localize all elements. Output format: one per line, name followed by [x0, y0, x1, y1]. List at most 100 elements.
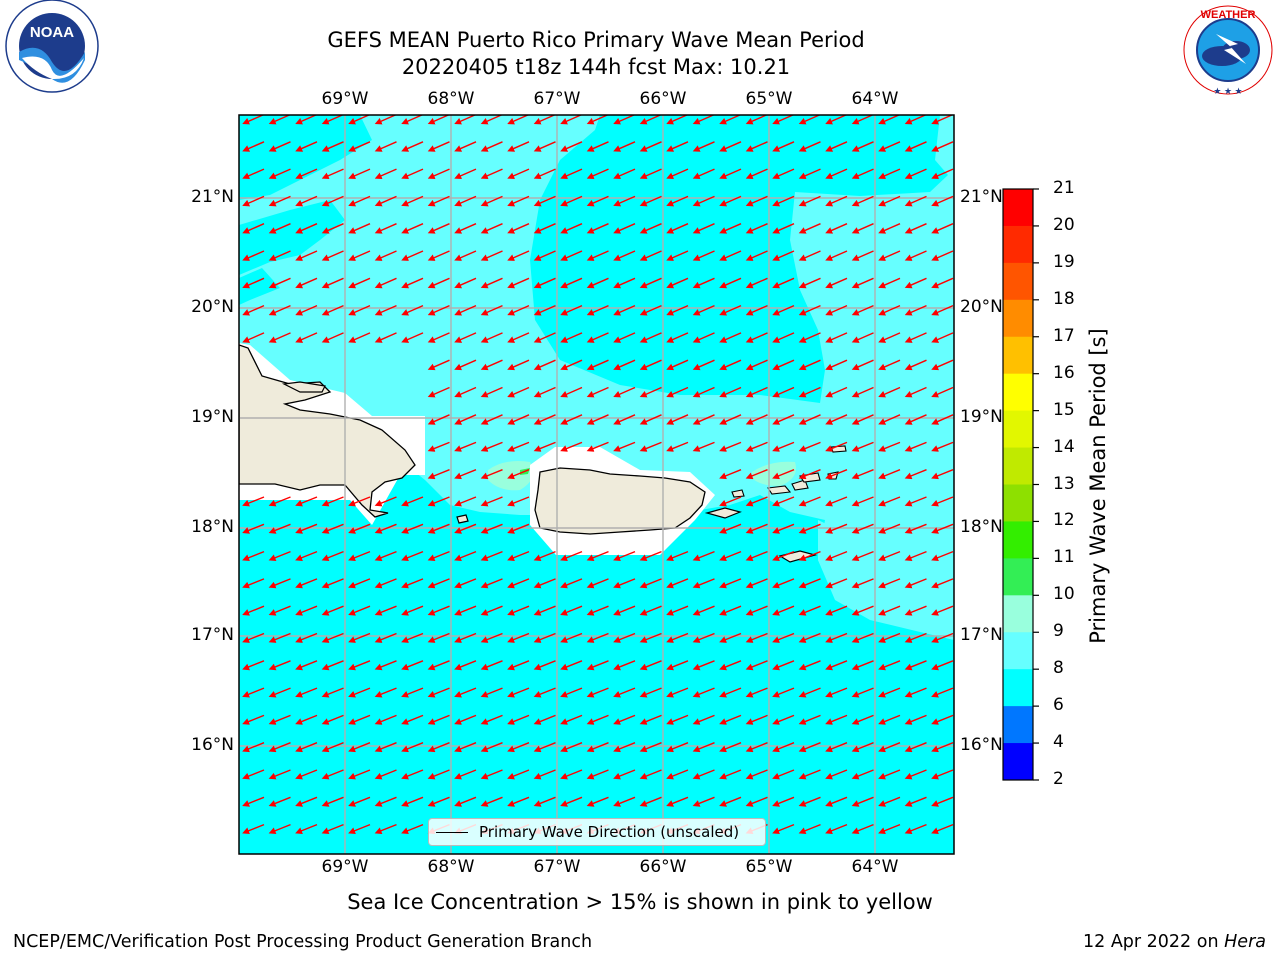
wave-arrow	[745, 769, 768, 780]
wave-arrow	[798, 742, 821, 753]
wave-arrow	[374, 796, 397, 807]
wave-arrow	[533, 414, 556, 425]
wave-arrow	[772, 687, 795, 698]
wave-arrow	[825, 796, 848, 807]
wave-arrow	[401, 250, 424, 261]
wave-arrow	[745, 441, 768, 452]
wave-arrow	[242, 496, 265, 507]
wave-arrow	[878, 332, 901, 343]
svg-text:★ ★ ★: ★ ★ ★	[1213, 86, 1242, 96]
wave-arrow	[719, 742, 742, 753]
wave-arrow	[480, 250, 503, 261]
wave-arrow	[878, 714, 901, 725]
wave-arrow	[931, 660, 954, 671]
wave-arrow	[268, 796, 291, 807]
wave-arrow	[507, 578, 530, 589]
colorbar	[1002, 188, 1039, 781]
wave-arrow	[798, 769, 821, 780]
wave-arrow	[931, 441, 954, 452]
wave-arrow	[931, 277, 954, 289]
wave-arrow	[480, 386, 503, 398]
wave-arrow	[560, 660, 583, 671]
wave-arrow	[268, 304, 291, 316]
wave-arrow	[268, 769, 291, 780]
wave-arrow	[348, 632, 371, 643]
wave-arrow	[348, 277, 371, 289]
lat-label-right-21n: 21°N	[960, 187, 1003, 207]
wave-arrow	[401, 141, 424, 152]
wave-arrow	[851, 742, 874, 753]
wave-arrow	[295, 141, 318, 152]
wave-arrow	[745, 742, 768, 753]
wave-arrow	[825, 714, 848, 725]
wave-arrow	[825, 386, 848, 398]
lat-label-right-16n: 16°N	[960, 735, 1003, 755]
wave-arrow	[639, 632, 662, 643]
wave-arrow	[798, 195, 821, 207]
wave-arrow	[321, 823, 344, 834]
wave-arrow	[295, 578, 318, 589]
wave-arrow	[321, 332, 344, 343]
wave-arrow	[825, 687, 848, 698]
wave-arrow	[401, 660, 424, 671]
wave-arrow	[295, 769, 318, 780]
wave-arrow	[401, 496, 424, 507]
wave-arrow	[745, 550, 768, 561]
wave-arrow	[639, 742, 662, 753]
wave-arrow	[719, 714, 742, 725]
wave-arrow	[242, 223, 265, 234]
wave-arrow	[798, 605, 821, 616]
wave-arrow	[401, 632, 424, 643]
wave-arrow	[507, 496, 530, 507]
wave-arrow	[719, 195, 742, 207]
wave-arrow	[374, 550, 397, 561]
wave-arrow	[560, 332, 583, 343]
wave-arrow	[268, 141, 291, 152]
wave-arrow	[242, 660, 265, 671]
svg-text:WEATHER: WEATHER	[1201, 9, 1256, 21]
wave-arrow	[692, 250, 715, 261]
wave-arrow	[692, 223, 715, 234]
footer-date-text: 12 Apr 2022 on	[1082, 932, 1219, 952]
land-st-thomas	[767, 485, 792, 495]
colorbar-band	[1003, 373, 1033, 412]
wave-arrow	[295, 823, 318, 834]
wave-arrow	[666, 304, 689, 316]
wave-arrow	[639, 359, 662, 371]
wave-arrow	[242, 550, 265, 561]
wave-arrow	[798, 141, 821, 152]
lat-label-left-16n: 16°N	[191, 735, 234, 755]
wave-arrow	[798, 223, 821, 234]
wave-arrow	[825, 769, 848, 780]
wave-arrow	[639, 223, 662, 234]
wave-arrow	[613, 250, 636, 261]
wave-arrow	[242, 168, 265, 180]
wave-arrow	[692, 687, 715, 698]
wave-arrow	[586, 605, 609, 616]
wave-arrow	[878, 550, 901, 561]
wave-arrow	[613, 195, 636, 207]
wave-arrow	[507, 250, 530, 261]
wave-arrow	[480, 223, 503, 234]
chart-title: GEFS MEAN Puerto Rico Primary Wave Mean …	[327, 28, 865, 52]
wave-arrow	[639, 660, 662, 671]
wave-arrow	[427, 660, 450, 671]
wave-arrow	[639, 414, 662, 425]
wave-arrow	[772, 550, 795, 561]
wave-arrow	[321, 550, 344, 561]
wave-arrow	[480, 714, 503, 725]
wave-arrow	[798, 660, 821, 671]
lat-label-right-20n: 20°N	[960, 297, 1003, 317]
svg-text:NOAA: NOAA	[30, 24, 74, 41]
wave-arrow	[374, 578, 397, 589]
wave-arrow	[268, 742, 291, 753]
wave-arrow	[480, 496, 503, 507]
wave-arrow	[374, 769, 397, 780]
lat-label-left-21n: 21°N	[191, 187, 234, 207]
wave-arrow	[613, 714, 636, 725]
wave-arrow	[719, 441, 742, 452]
wave-arrow	[454, 687, 477, 698]
wave-arrow	[639, 550, 662, 561]
wave-arrow	[295, 277, 318, 289]
wave-arrow	[613, 632, 636, 643]
